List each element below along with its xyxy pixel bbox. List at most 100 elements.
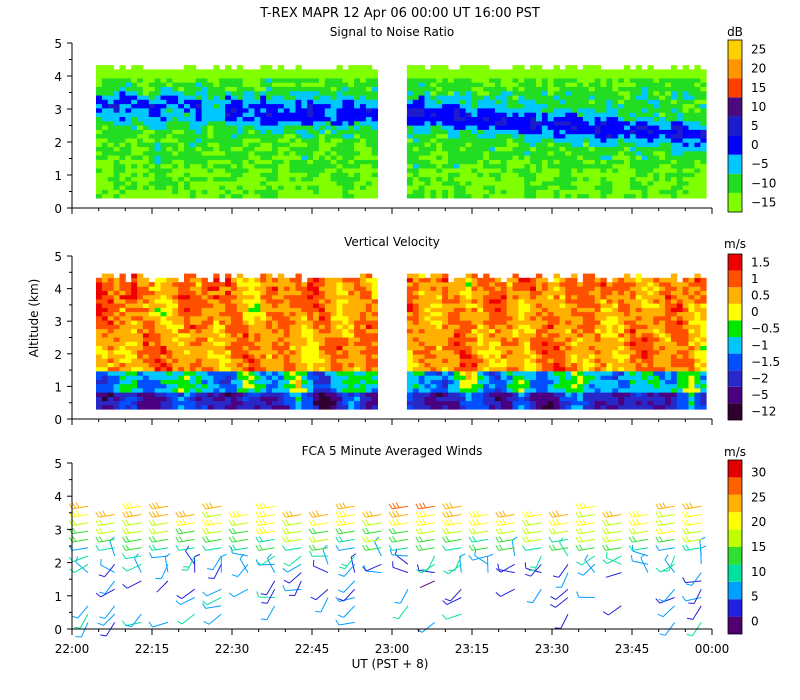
heatmap-cell [307, 99, 314, 105]
heatmap-cell [436, 138, 443, 143]
heatmap-cell [594, 193, 601, 199]
heatmap-cell [365, 286, 373, 291]
heatmap-cell [166, 163, 173, 169]
heatmap-cell [600, 120, 607, 126]
heatmap-cell [283, 125, 290, 130]
heatmap-cell [101, 163, 109, 169]
heatmap-cell [318, 133, 326, 139]
heatmap-cell [107, 185, 114, 190]
heatmap-cell [201, 362, 208, 368]
heatmap-cell [694, 193, 701, 199]
heatmap-cell [119, 316, 126, 321]
heatmap-cell [125, 155, 132, 160]
heatmap-cell [536, 65, 543, 70]
heatmap-cell [588, 180, 596, 186]
heatmap-cell [125, 324, 132, 330]
heatmap-cell [119, 99, 126, 105]
heatmap-cell [236, 159, 244, 165]
heatmap-cell [354, 189, 361, 195]
heatmap-cell [213, 405, 220, 410]
heatmap-cell [471, 86, 478, 92]
heatmap-cell [700, 146, 707, 152]
heatmap-cell [635, 138, 642, 143]
heatmap-cell [670, 125, 678, 130]
heatmap-cell [500, 103, 508, 109]
heatmap-cell [518, 155, 525, 160]
heatmap-cell [354, 120, 361, 126]
heatmap-cell [571, 112, 578, 117]
heatmap-cell [272, 379, 279, 385]
heatmap-cell [418, 345, 425, 351]
heatmap-cell [313, 172, 320, 178]
heatmap-cell [207, 320, 214, 325]
heatmap-cell [594, 90, 601, 96]
heatmap-cell [137, 125, 144, 130]
heatmap-cell [424, 129, 431, 135]
heatmap-cell [295, 345, 302, 351]
heatmap-cell [682, 112, 689, 117]
heatmap-cell [283, 95, 290, 100]
heatmap-cell [524, 172, 531, 178]
heatmap-cell [254, 116, 261, 122]
heatmap-cell [676, 86, 684, 92]
y-tick-label: 0 [54, 202, 62, 216]
heatmap-cell [606, 112, 613, 117]
heatmap-cell [148, 337, 156, 342]
heatmap-cell [459, 65, 466, 70]
heatmap-cell [348, 400, 355, 406]
heatmap-cell [465, 90, 472, 96]
heatmap-cell [424, 311, 431, 317]
heatmap-cell [430, 155, 437, 160]
heatmap-cell [471, 396, 478, 402]
heatmap-cell [225, 176, 232, 182]
heatmap-cell [494, 168, 502, 173]
heatmap-cell [289, 303, 296, 308]
heatmap-cell [418, 125, 425, 130]
heatmap-cell [365, 294, 373, 300]
heatmap-cell [465, 383, 472, 389]
heatmap-cell [700, 180, 707, 186]
heatmap-cell [295, 172, 302, 178]
heatmap-cell [565, 129, 572, 135]
heatmap-cell [313, 163, 320, 169]
heatmap-cell [489, 379, 496, 385]
heatmap-cell [365, 168, 373, 173]
heatmap-cell [606, 180, 613, 186]
heatmap-cell [184, 337, 191, 342]
heatmap-cell [471, 337, 478, 342]
heatmap-cell [670, 150, 678, 156]
heatmap-cell [184, 168, 191, 173]
heatmap-cell [307, 354, 314, 359]
heatmap-cell [277, 345, 285, 351]
heatmap-cell [166, 150, 173, 156]
heatmap-cell [459, 146, 466, 152]
heatmap-cell [659, 133, 666, 139]
heatmap-cell [530, 150, 537, 156]
heatmap-cell [242, 286, 249, 291]
heatmap-cell [453, 112, 461, 117]
heatmap-cell [553, 90, 560, 96]
heatmap-cell [242, 328, 249, 334]
heatmap-cell [594, 180, 601, 186]
heatmap-cell [371, 189, 378, 195]
heatmap-cell [113, 116, 120, 122]
heatmap-cell [248, 392, 255, 397]
heatmap-cell [324, 185, 332, 190]
heatmap-cell [166, 328, 173, 334]
heatmap-cell [283, 99, 290, 105]
heatmap-cell [184, 108, 191, 113]
heatmap-cell [635, 159, 642, 165]
heatmap-cell [201, 82, 208, 87]
heatmap-cell [530, 99, 537, 105]
heatmap-cell [524, 146, 531, 152]
heatmap-cell [107, 103, 114, 109]
heatmap-cell [113, 303, 120, 308]
heatmap-cell [565, 116, 572, 122]
colorbar-tick-label: 25 [751, 43, 766, 57]
heatmap-cell [518, 189, 525, 195]
heatmap-cell [536, 69, 543, 75]
heatmap-cell [412, 142, 420, 147]
heatmap-cell [336, 86, 343, 92]
heatmap-cell [629, 73, 637, 79]
heatmap-cell [536, 108, 543, 113]
